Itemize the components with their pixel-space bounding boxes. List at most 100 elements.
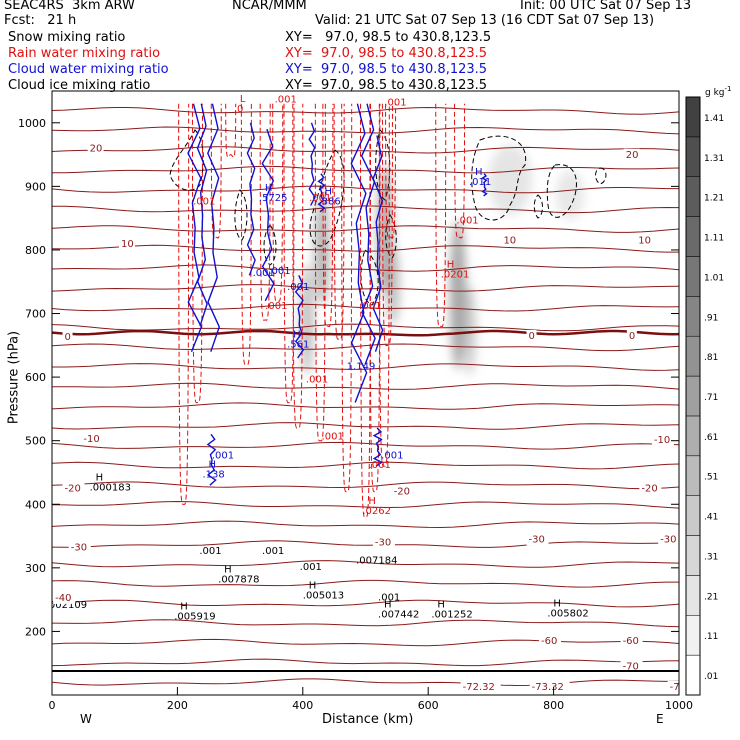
isotherm-label-bg — [529, 680, 570, 693]
isotherm-line — [52, 126, 679, 135]
y-tick-label: 1000 — [18, 117, 46, 130]
isotherm-line — [52, 185, 679, 194]
y-tick-label: 900 — [25, 180, 46, 193]
isotherm-label-bg — [460, 680, 501, 693]
extremum-value-label: .001 — [268, 266, 290, 277]
extremum-marker: H — [265, 183, 273, 194]
cloud-water-contour — [246, 122, 256, 276]
valid-time: Valid: 21 UTC Sat 07 Sep 13 (16 CDT Sat … — [315, 13, 655, 28]
colorbar-swatch — [685, 455, 701, 496]
isotherm-label-bg — [667, 680, 679, 693]
model-title: SEAC4RS 3km ARW — [4, 0, 135, 13]
extremum-value-label: .002109 — [46, 600, 87, 611]
extremum-value-label: .0 — [234, 104, 244, 115]
rain-contour — [272, 103, 284, 302]
cloud-water-contour — [317, 173, 326, 213]
colorbar-unit-exponent: -1 — [724, 85, 732, 93]
isotherm-label: 20 — [626, 150, 639, 161]
cloud-water-contour — [372, 427, 384, 467]
isotherm-line — [52, 343, 679, 352]
extremum-value-label: .001 — [306, 374, 328, 385]
rain-contour — [225, 103, 237, 158]
cloud-water-contour — [350, 103, 368, 403]
isotherm-label-bg — [620, 635, 643, 648]
extremum-value-label: .001252 — [431, 610, 472, 621]
colorbar-label: .41 — [704, 513, 718, 523]
extremum-value-label: .001 — [275, 95, 297, 106]
field-name-cloud-water: Cloud water mixing ratio — [8, 62, 169, 77]
isotherm-label-bg — [539, 635, 562, 648]
org-title: NCAR/MMM — [232, 0, 307, 13]
isotherm-label-bg — [658, 533, 679, 546]
y-tick-label: 800 — [25, 244, 46, 257]
isotherm-line — [52, 619, 679, 628]
isotherm-label: -30 — [529, 534, 545, 545]
west-endpoint-label: W — [80, 712, 92, 726]
extremum-value-label: .001 — [456, 215, 478, 226]
extremum-value-label: .386 — [318, 196, 340, 207]
isotherm-label-bg — [68, 541, 91, 554]
field-xy-cloud-ice: XY= 97.0, 98.5 to 430.8,123.5 — [285, 78, 488, 93]
isotherm-label: 10 — [503, 236, 516, 247]
isotherm-label-bg — [62, 482, 85, 495]
isotherm-label-bg — [526, 329, 537, 342]
field-name-rain: Rain water mixing ratio — [8, 46, 161, 61]
isotherm-label: -20 — [65, 484, 81, 495]
x-tick-label: 800 — [543, 699, 564, 712]
cloud-water-contour — [261, 128, 275, 302]
rain-contour — [191, 103, 203, 404]
extremum-value-label: .001 — [381, 451, 403, 462]
extremum-value-label: .005919 — [174, 611, 215, 622]
isotherm-label: -72.32 — [463, 682, 495, 693]
colorbar-swatch — [685, 136, 701, 177]
y-tick-label: 200 — [25, 625, 46, 638]
forecast-hour: Fcst: 21 h — [4, 13, 77, 28]
isotherm-label: -72.0 — [670, 682, 696, 693]
isotherm-label: 10 — [121, 239, 134, 250]
colorbar-label: .11 — [704, 632, 718, 642]
rain-contour — [178, 103, 190, 505]
extremum-value-label: .001 — [193, 196, 215, 207]
extremum-marker: H — [208, 460, 216, 471]
extremum-marker: H — [224, 565, 232, 576]
colorbar-label: .01 — [704, 672, 718, 682]
cloud-water-contour — [206, 433, 217, 486]
y-tick-label: 300 — [25, 562, 46, 575]
isotherm-line — [52, 422, 679, 430]
rain-contour — [292, 103, 304, 429]
colorbar-label: .71 — [704, 393, 718, 403]
isotherm-line — [52, 638, 679, 647]
isotherm-label: -70 — [623, 662, 639, 673]
cloud-water-contours — [187, 103, 488, 486]
cloud-water-contour — [481, 173, 488, 197]
colorbar-label: .61 — [704, 433, 718, 443]
extremum-marker: H — [437, 600, 445, 611]
extremum-marker: H — [293, 329, 301, 340]
extremum-value-label: .0201 — [441, 269, 470, 280]
y-tick-label: 600 — [25, 371, 46, 384]
extremum-value-label: .001 — [309, 193, 331, 204]
cloud-water-contour — [196, 103, 208, 327]
isotherm-line — [52, 500, 679, 509]
freezing-level-line — [52, 329, 679, 337]
isotherm-line — [52, 461, 679, 470]
colorbar-swatch — [685, 415, 701, 457]
isotherm-line — [52, 382, 679, 390]
colorbar-unit-text: g kg — [705, 88, 725, 98]
isotherm-label-bg — [501, 234, 518, 247]
colorbar-label: 1.01 — [704, 273, 724, 283]
isotherm-label: -20 — [641, 484, 657, 495]
isotherm-line — [52, 579, 679, 588]
colorbar-label: .81 — [704, 353, 718, 363]
extremum-value-label: .007442 — [378, 610, 419, 621]
plot-frame — [51, 90, 680, 696]
isotherm-label-bg — [118, 237, 135, 250]
isotherm-label-bg — [81, 432, 104, 445]
isotherm-line — [52, 303, 679, 312]
x-tick-label: 600 — [418, 699, 439, 712]
colorbar-swatch — [685, 176, 701, 217]
isotherm-label: -30 — [375, 538, 391, 549]
cloud-water-contour — [372, 135, 384, 352]
isotherm-line — [52, 540, 679, 548]
rain-contour — [314, 103, 326, 442]
